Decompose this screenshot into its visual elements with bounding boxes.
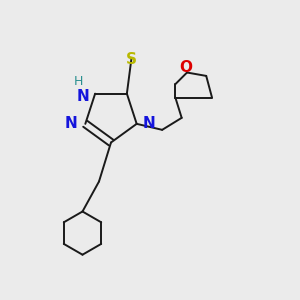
Text: N: N <box>76 89 89 104</box>
Text: O: O <box>179 60 192 75</box>
Text: S: S <box>126 52 137 67</box>
Text: N: N <box>143 116 156 131</box>
Text: H: H <box>74 75 83 88</box>
Text: N: N <box>65 116 78 131</box>
